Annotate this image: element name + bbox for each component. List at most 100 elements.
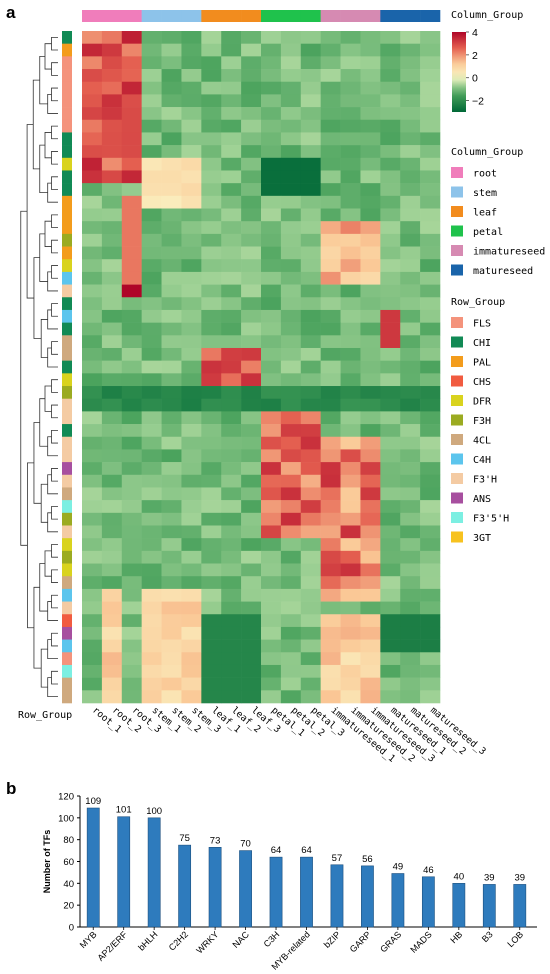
heatmap-cell [380,183,401,197]
heatmap-cell [121,487,142,501]
dendrogram-branch [44,132,52,159]
heatmap-cell [121,360,142,374]
heatmap-cell [380,550,401,564]
row-group-cell [62,512,72,526]
heatmap-cell [181,145,202,159]
heatmap-cell [261,43,282,57]
heatmap-cell [161,233,182,247]
heatmap-cell [82,170,103,184]
heatmap-cell [261,183,282,197]
heatmap-cell [300,424,321,438]
heatmap-cell [201,69,222,83]
heatmap-cell [320,576,341,590]
heatmap-cell [161,601,182,615]
heatmap-cell [420,474,441,488]
heatmap-cell [360,614,381,628]
heatmap-cell [320,690,341,704]
heatmap-cell [300,107,321,121]
heatmap-cell [101,563,123,577]
heatmap-cell [380,411,401,425]
row-group-cell [62,449,72,463]
heatmap-cell [280,297,302,311]
heatmap-cell [241,43,262,57]
heatmap-cell [300,550,321,564]
heatmap-cell [400,360,421,374]
heatmap-cell [360,512,381,526]
heatmap-cell [280,550,302,564]
legend-swatch [451,395,463,406]
heatmap-cell [261,626,282,640]
heatmap-cell [241,588,262,602]
heatmap-cell [141,170,162,184]
heatmap-cell [400,677,421,691]
heatmap-cell [181,411,202,425]
heatmap-cell [280,411,302,425]
heatmap-cell [400,208,421,222]
heatmap-cell [320,398,341,412]
heatmap-cell [121,550,142,564]
heatmap-cell [141,563,162,577]
heatmap-cell [380,233,401,247]
heatmap-cell [300,132,321,146]
heatmap-cell [181,652,202,666]
heatmap-cell [261,563,282,577]
heatmap-cell [121,690,142,704]
heatmap-cell [141,398,162,412]
heatmap-cell [221,107,242,121]
heatmap-cell [101,221,123,235]
column-group-cell [420,10,441,22]
heatmap-cell [340,347,361,361]
heatmap-cell [121,81,142,95]
heatmap-cell [82,614,103,628]
heatmap-cell [221,69,242,83]
heatmap-cell [121,563,142,577]
heatmap-cell [201,347,222,361]
heatmap-cell [380,360,401,374]
heatmap-cell [141,284,162,298]
heatmap-cell [181,576,202,590]
heatmap-cell [181,246,202,260]
heatmap-cell [161,664,182,678]
heatmap-cell [221,170,242,184]
heatmap-cell [261,436,282,450]
heatmap-cell [320,221,341,235]
heatmap-cell [241,652,262,666]
heatmap-cell [241,550,262,564]
heatmap-cell [320,500,341,514]
column-group-cell [360,10,381,22]
heatmap-cell [280,373,302,387]
heatmap-cell [280,652,302,666]
heatmap-cell [241,322,262,336]
heatmap-cell [181,550,202,564]
dendrogram-branch [51,544,58,558]
heatmap-cell [380,487,401,501]
heatmap-cell [300,246,321,260]
heatmap-cell [300,449,321,463]
heatmap-cell [241,639,262,653]
heatmap-cell [300,322,321,336]
heatmap-cell [121,525,142,539]
legend-label: immatureseed [473,247,545,258]
heatmap-cell [320,335,341,349]
heatmap-cell [101,94,123,108]
heatmap-cell [221,487,242,501]
heatmap-cell [360,335,381,349]
heatmap-cell [340,525,361,539]
row-group-cell [62,500,72,514]
heatmap-cell [201,664,222,678]
heatmap-cell [340,449,361,463]
heatmap-cell [300,119,321,133]
heatmap-cell [300,69,321,83]
heatmap-cell [181,347,202,361]
row-group-cell [62,259,72,273]
heatmap-cell [141,601,162,615]
heatmap-cell [82,43,103,57]
heatmap-cell [121,398,142,412]
heatmap-cell [201,335,222,349]
heatmap-cell [101,183,123,197]
heatmap-cell [280,525,302,539]
heatmap-cell [420,398,441,412]
x-tick-label: NAC [230,929,251,950]
heatmap-cell [121,601,142,615]
colorbar-tick-label: 2 [472,50,478,62]
